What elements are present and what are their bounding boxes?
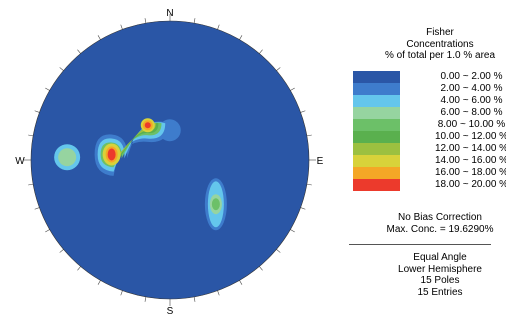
tick-mark: [77, 49, 81, 54]
tick-mark: [290, 229, 295, 233]
tick-mark: [59, 67, 64, 71]
degree-ticks: [24, 14, 316, 306]
divider: [349, 244, 491, 245]
legend-title-line: % of total per 1.0 % area: [384, 50, 496, 61]
legend-item: 8.00 ~ 10.00 %: [353, 119, 506, 131]
tick-mark: [239, 280, 243, 285]
tick-mark: [120, 290, 123, 296]
tick-mark: [45, 229, 50, 233]
legend-item: 16.00 ~ 18.00 %: [353, 167, 506, 179]
projection-info: Equal Angle Lower Hemisphere 15 Poles 15…: [320, 252, 506, 298]
stereonet-plot: N S W E: [15, 8, 324, 317]
entry-count: 15 Entries: [417, 286, 463, 298]
tick-mark: [97, 280, 101, 285]
tick-mark: [144, 18, 147, 24]
legend-item: 2.00 ~ 4.00 %: [353, 83, 506, 95]
concentration-contours: [54, 118, 227, 231]
tick-mark: [217, 290, 220, 296]
legend-range-label: 6.00 ~ 8.00 %: [440, 107, 503, 118]
pole-count: 15 Poles: [420, 275, 460, 286]
projection-type: Equal Angle: [413, 252, 467, 263]
tick-mark: [59, 249, 64, 253]
max-concentration-text: Max. Conc. = 19.6290%: [386, 223, 494, 235]
legend-range-label: 10.00 ~ 12.00 %: [434, 131, 506, 142]
legend-range-label: 18.00 ~ 20.00 %: [434, 179, 506, 190]
legend-swatch: [353, 83, 400, 95]
tick-mark: [300, 110, 306, 113]
hemisphere: Lower Hemisphere: [398, 263, 482, 275]
tick-mark: [193, 296, 196, 302]
legend-range-label: 12.00 ~ 14.00 %: [434, 143, 506, 154]
legend-item: 6.00 ~ 8.00 %: [353, 107, 506, 119]
tick-mark: [144, 296, 147, 302]
tick-mark: [259, 266, 263, 271]
concentration-peak: [107, 148, 116, 161]
tick-mark: [290, 87, 295, 91]
tick-mark: [276, 67, 281, 71]
legend-title-line: Concentrations: [406, 38, 474, 50]
tick-mark: [217, 24, 220, 30]
tick-mark: [259, 49, 263, 54]
east-label: E: [317, 156, 324, 167]
legend-item: 10.00 ~ 12.00 %: [353, 131, 506, 143]
tick-mark: [34, 207, 40, 210]
contour-band: [58, 148, 77, 167]
tick-mark: [306, 134, 312, 137]
bias-correction-text: No Bias Correction: [398, 212, 482, 223]
legend-range-label: 0.00 ~ 2.00 %: [440, 71, 503, 82]
legend-swatch: [353, 167, 400, 179]
legend-swatch: [353, 155, 400, 167]
legend-swatch: [353, 119, 400, 131]
tick-mark: [77, 266, 81, 271]
legend-item: 12.00 ~ 14.00 %: [353, 143, 506, 155]
north-label: N: [166, 8, 173, 19]
legend-range-label: 14.00 ~ 16.00 %: [434, 155, 506, 166]
legend-range-label: 4.00 ~ 6.00 %: [440, 95, 503, 106]
legend-swatch: [353, 71, 400, 83]
legend-swatch: [353, 143, 400, 155]
legend-title: Fisher Concentrations % of total per 1.0…: [320, 27, 506, 62]
tick-mark: [45, 87, 50, 91]
south-label: S: [167, 306, 174, 317]
tick-mark: [34, 110, 40, 113]
legend-swatch: [353, 107, 400, 119]
legend-swatch: [353, 95, 400, 107]
concentration-peak: [144, 122, 151, 129]
tick-mark: [97, 35, 101, 40]
tick-mark: [193, 18, 196, 24]
tick-mark: [239, 35, 243, 40]
legend-item: 14.00 ~ 16.00 %: [353, 155, 506, 167]
legend-range-label: 2.00 ~ 4.00 %: [440, 83, 503, 94]
tick-mark: [306, 183, 312, 186]
legend-item: 4.00 ~ 6.00 %: [353, 95, 506, 107]
legend-swatch: [353, 131, 400, 143]
legend-range-label: 16.00 ~ 18.00 %: [434, 167, 506, 178]
tick-mark: [276, 249, 281, 253]
bias-info: No Bias Correction Max. Conc. = 19.6290%: [320, 212, 506, 235]
tick-mark: [28, 183, 34, 186]
tick-mark: [300, 207, 306, 210]
legend-item: 0.00 ~ 2.00 %: [353, 71, 506, 83]
tick-mark: [120, 24, 123, 30]
west-label: W: [15, 156, 25, 167]
legend-item: 18.00 ~ 20.00 %: [353, 179, 506, 191]
tick-mark: [28, 134, 34, 137]
legend-range-label: 8.00 ~ 10.00 %: [437, 119, 506, 130]
legend-swatch: [353, 179, 400, 191]
contour-band: [211, 198, 220, 211]
legend-title-line: Fisher: [426, 27, 454, 38]
